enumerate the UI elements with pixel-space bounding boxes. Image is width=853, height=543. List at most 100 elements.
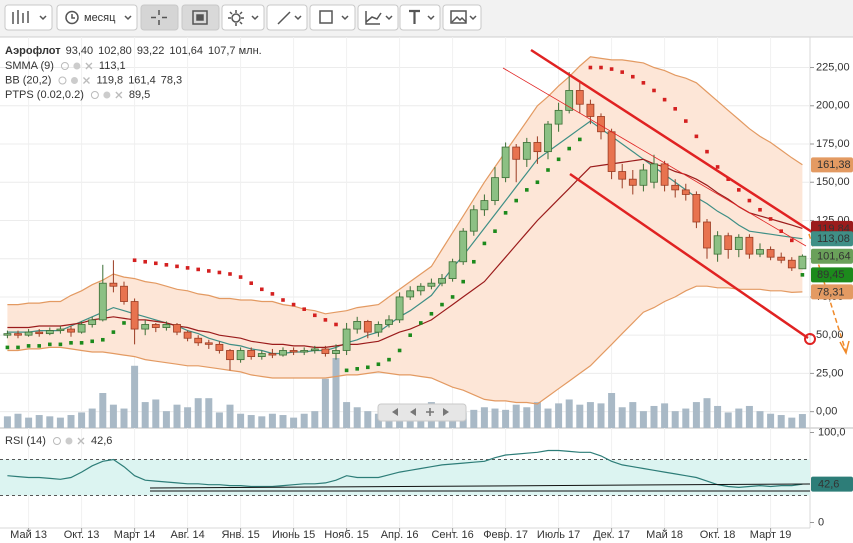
price-badge [811, 248, 853, 264]
candle-body [332, 350, 340, 354]
candles-icon [12, 10, 29, 24]
indicator-name: SMMA (9) [5, 60, 54, 72]
ptps-dot [652, 88, 656, 93]
ptps-dot [344, 368, 349, 373]
quote-value: 101,64 [169, 45, 203, 57]
x-tick-label: Окт. 18 [700, 529, 736, 541]
ptps-dot [599, 65, 603, 70]
volume-bar [67, 415, 75, 428]
ptps-dot [196, 267, 200, 272]
candle-body [597, 116, 605, 133]
ptps-dot [768, 217, 773, 221]
volume-bar [205, 398, 213, 428]
dropdown-arrow [469, 15, 477, 21]
volume-bar [332, 358, 340, 428]
legend-remove-icon [83, 77, 90, 84]
navigator-plus[interactable] [426, 408, 434, 416]
ptps-dot [758, 207, 762, 212]
ptps-dot [164, 263, 169, 267]
ptps-dot [556, 157, 561, 162]
candle-body [544, 123, 552, 153]
ptps-dot [419, 321, 423, 325]
volume-bar [629, 402, 637, 428]
ptps-dot [620, 70, 624, 74]
ptps-dot [631, 74, 635, 79]
volume-bar [226, 404, 234, 428]
candle-body [395, 296, 404, 321]
volume-bar [639, 411, 647, 428]
volume-bar [25, 417, 33, 428]
ptps-dot [376, 362, 381, 367]
candle-body [639, 169, 648, 186]
candle-body [586, 103, 595, 117]
ptps-dot [249, 281, 253, 285]
legend-remove-icon [85, 62, 93, 70]
candle-body [141, 324, 150, 330]
price-badge [811, 157, 853, 173]
x-tick-label: Май 18 [646, 529, 683, 541]
candle-body [427, 282, 436, 287]
candle-body [766, 249, 775, 258]
volume-bar [88, 408, 96, 428]
candle-body [618, 171, 627, 180]
volume-bar [109, 404, 117, 428]
x-tick-label: Нояб. 15 [324, 529, 369, 541]
ptps-dot [440, 302, 444, 307]
navigator-arrows[interactable] [392, 408, 449, 416]
text-tool-button[interactable] [399, 4, 441, 31]
candle-body [406, 290, 415, 298]
price-badge [811, 267, 853, 283]
ptps-dot [662, 97, 667, 102]
y-tick-label: 25,00 [816, 367, 844, 379]
ptps-dot [58, 342, 63, 347]
candle-body [310, 348, 319, 351]
trend-anchor[interactable] [804, 333, 816, 345]
ptps-dot [493, 229, 497, 233]
quote-value: 107,7 млн. [208, 45, 262, 57]
ptps-dot [143, 259, 147, 264]
indicator-line [7, 158, 803, 348]
labels: 225,00200,00175,00150,00125,00100,0075,0… [5, 45, 853, 541]
crosshair-icon [151, 10, 167, 25]
volume-bar [555, 403, 563, 428]
volume-bar [3, 416, 11, 428]
indicator-line [7, 120, 803, 355]
dropdown-arrow [39, 15, 47, 21]
volume-bar [798, 414, 806, 428]
volume-bar [268, 413, 276, 428]
ptps-dot [185, 266, 190, 270]
candle-body [374, 324, 383, 333]
period-button[interactable] [56, 4, 138, 31]
candle-body [777, 256, 786, 261]
candle-body [173, 324, 181, 333]
x-tick-label: Авг. 14 [170, 529, 204, 541]
candle-body [35, 331, 44, 335]
volume-bar [671, 411, 679, 428]
ptps-dot [355, 367, 359, 371]
volume-bar [131, 365, 139, 428]
indicator-value: 161,4 [128, 74, 156, 86]
volume-bar [141, 402, 149, 428]
x-tick-label: Февр. 17 [483, 529, 528, 541]
line-tool-button[interactable] [266, 4, 308, 31]
price-badge-label: 101,64 [817, 251, 851, 263]
indicator-name: BB (20,2) [5, 74, 51, 86]
ptps-dot [101, 337, 105, 342]
y-tick-label: 175,00 [816, 138, 850, 150]
navigator[interactable] [377, 403, 467, 422]
crosshair-button[interactable] [140, 4, 179, 31]
volume-bar [56, 417, 64, 428]
candle-body [554, 109, 563, 125]
volume-bar [682, 408, 690, 428]
indicator-value: 89,5 [129, 89, 150, 101]
candle-body [438, 278, 446, 284]
legend-gear-icon [73, 62, 81, 70]
volume-bar [364, 411, 372, 428]
ptps-dot [26, 344, 31, 348]
candle-body [533, 142, 542, 153]
candle-body [194, 337, 203, 344]
candle-body [3, 333, 12, 336]
ptps-dot [472, 259, 476, 264]
volume-bar [14, 413, 22, 428]
candle-body [681, 189, 690, 195]
